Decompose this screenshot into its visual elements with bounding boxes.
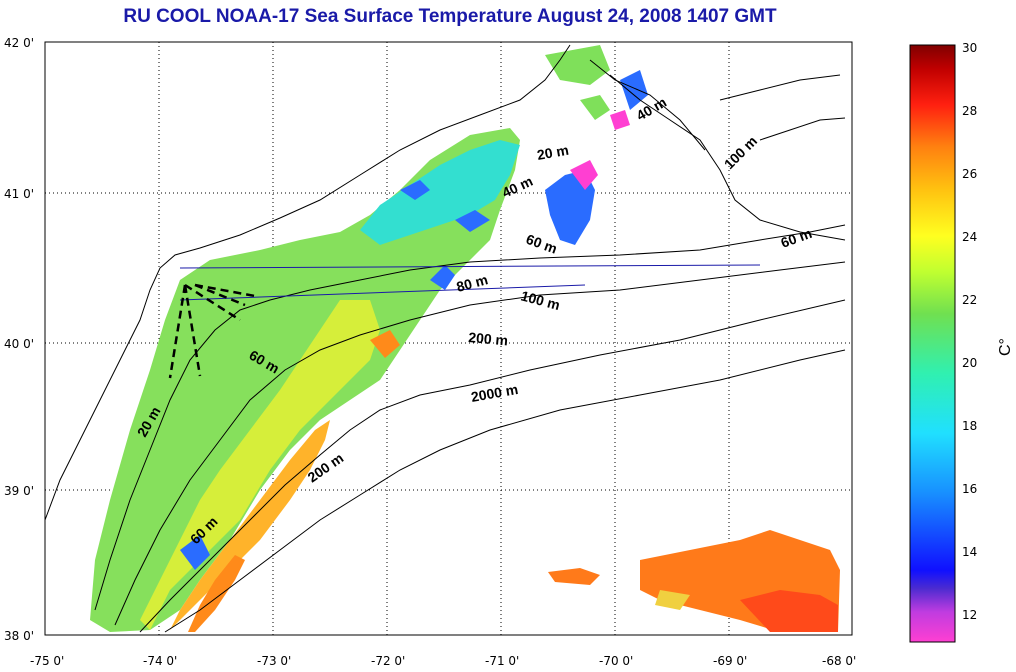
lat-label: 38 0' bbox=[4, 629, 34, 643]
colorbar-ticks: 30 28 26 24 22 20 18 16 14 12 bbox=[962, 41, 977, 622]
contour-label: 80 m bbox=[455, 271, 490, 295]
lon-label: -74 0' bbox=[143, 654, 177, 668]
colorbar-tick: 18 bbox=[962, 419, 977, 433]
contour-label: 20 m bbox=[536, 142, 570, 163]
lon-label: -71 0' bbox=[485, 654, 519, 668]
lat-label: 40 0' bbox=[4, 337, 34, 351]
map-title: RU COOL NOAA-17 Sea Surface Temperature … bbox=[123, 6, 777, 27]
lat-label: 42 0' bbox=[4, 36, 34, 50]
colorbar-tick: 26 bbox=[962, 167, 977, 181]
colorbar-unit-label: C° bbox=[997, 338, 1014, 356]
lon-label: -73 0' bbox=[257, 654, 291, 668]
contour-label: 200 m bbox=[468, 329, 509, 348]
colorbar-tick: 20 bbox=[962, 356, 977, 370]
lat-label: 41 0' bbox=[4, 187, 34, 201]
bathymetry-contours bbox=[44, 44, 846, 633]
colorbar-tick: 24 bbox=[962, 230, 977, 244]
lon-label: -72 0' bbox=[371, 654, 405, 668]
lon-label: -70 0' bbox=[599, 654, 633, 668]
colorbar-tick: 30 bbox=[962, 41, 977, 55]
dashed-tracks bbox=[168, 283, 256, 379]
colorbar-tick: 12 bbox=[962, 608, 977, 622]
transect-lines bbox=[179, 264, 761, 301]
colorbar-tick: 22 bbox=[962, 293, 977, 307]
lon-label: -75 0' bbox=[30, 654, 64, 668]
colorbar bbox=[909, 44, 956, 643]
colorbar-tick: 16 bbox=[962, 482, 977, 496]
lon-label: -68 0' bbox=[822, 654, 856, 668]
lon-labels: -75 0' -74 0' -73 0' -72 0' -71 0' -70 0… bbox=[30, 654, 856, 668]
lat-label: 39 0' bbox=[4, 484, 34, 498]
colorbar-tick: 28 bbox=[962, 104, 977, 118]
lon-label: -69 0' bbox=[713, 654, 747, 668]
lat-labels: 42 0' 41 0' 40 0' 39 0' 38 0' bbox=[4, 36, 34, 643]
sst-data bbox=[90, 45, 840, 632]
colorbar-tick: 14 bbox=[962, 545, 977, 559]
